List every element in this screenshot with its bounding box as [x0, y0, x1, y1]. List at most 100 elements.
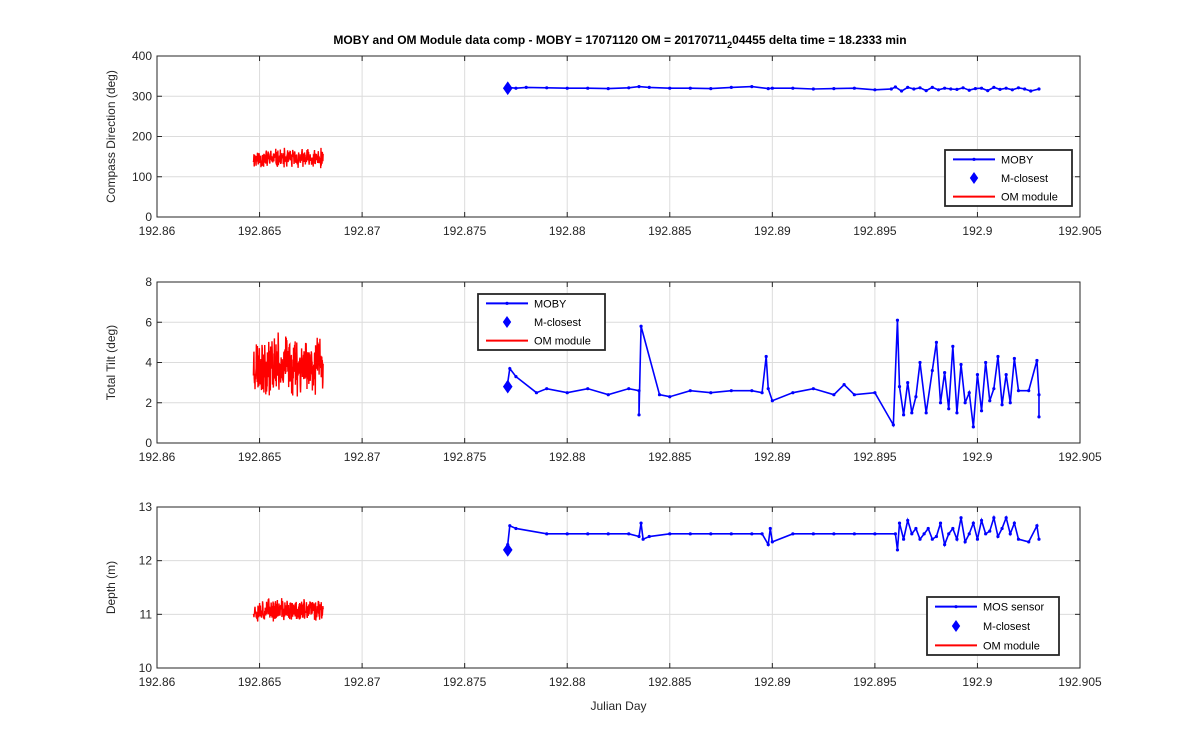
series-moby-point [764, 354, 768, 359]
series-moby-point [586, 532, 590, 536]
series-moby-point [1000, 403, 1004, 407]
x-tick-label: 192.89 [754, 224, 791, 238]
series-moby-point [811, 387, 815, 391]
x-tick-label: 192.875 [443, 224, 487, 238]
series-moby-point [943, 86, 947, 90]
series-moby-point [992, 516, 996, 520]
legend-entry-label: M-closest [1001, 173, 1048, 185]
y-tick-label: 13 [139, 500, 153, 514]
series-moby-point [688, 389, 692, 393]
legend: MOBY M-closest OM module [944, 149, 1073, 207]
series-moby-point [791, 86, 795, 90]
series-moby-point [873, 391, 877, 395]
y-tick-label: 400 [132, 49, 152, 63]
series-moby-point [668, 532, 672, 536]
series-moby-point [565, 391, 569, 395]
series-moby-point [951, 344, 955, 348]
legend-entry-label: OM module [534, 336, 591, 348]
series-moby-point [637, 389, 641, 393]
legend-entry-label: OM module [983, 640, 1040, 652]
series-moby-point [770, 540, 774, 544]
series-moby-point [975, 537, 980, 541]
series-moby-point [949, 87, 953, 91]
series-moby-point [979, 86, 984, 90]
series-moby-point [1023, 87, 1027, 91]
series-moby-point [514, 374, 518, 379]
series-moby-point [895, 318, 900, 322]
series-moby-point [955, 411, 959, 415]
series-moby-point [688, 86, 692, 90]
series-moby-point [1035, 358, 1039, 363]
series-moby-point [1037, 537, 1041, 541]
series-moby-point [641, 537, 645, 541]
series-moby-point [832, 532, 836, 536]
series-moby-point [1004, 516, 1008, 520]
y-axis-label: Compass Direction (deg) [104, 70, 118, 203]
series-moby-point [971, 425, 975, 429]
series-moby-point [586, 387, 590, 391]
series-moby-point [986, 89, 990, 93]
series-moby-point [668, 395, 672, 399]
figure-title-subscript: 2 [727, 40, 732, 50]
series-moby-point [637, 534, 641, 539]
x-tick-label: 192.88 [549, 224, 586, 238]
series-moby-point [902, 537, 906, 541]
legend-entry-label: M-closest [534, 317, 581, 329]
y-tick-label: 200 [132, 130, 152, 144]
series-moby-point [524, 85, 528, 89]
x-tick-label: 192.89 [754, 450, 791, 464]
series-moby-point [959, 516, 963, 520]
series-moby-point [926, 526, 930, 531]
series-moby-point [852, 532, 856, 536]
series-moby-point [770, 399, 774, 403]
series-moby-point [943, 370, 947, 375]
series-moby-point [760, 532, 764, 536]
series-moby-point [639, 521, 643, 525]
series-moby-point [936, 88, 941, 92]
m-closest-marker [502, 379, 513, 394]
series-moby-point [906, 381, 910, 385]
series-moby-point [586, 86, 590, 90]
series-moby-point [1037, 87, 1041, 91]
series-moby-point [750, 532, 754, 536]
series-moby-point [967, 88, 971, 92]
series-moby-point [639, 324, 643, 328]
series-moby-point [906, 518, 910, 523]
y-tick-label: 10 [139, 661, 153, 675]
series-moby-point [967, 391, 971, 395]
series-moby-point [979, 518, 984, 523]
series-moby-point [514, 526, 518, 531]
legend-entry-label: MOS sensor [983, 602, 1044, 614]
subplot-compass-direction: 192.86 192.865 192.87 192.875 192.88 192.885 1… [104, 49, 1102, 238]
series-moby-point [914, 395, 918, 399]
series-moby-point [924, 411, 928, 415]
legend-swatch-dot [954, 605, 958, 609]
x-tick-label: 192.89 [754, 675, 791, 689]
series-moby-point [637, 84, 641, 89]
series-moby-point [766, 387, 770, 391]
x-tick-label: 192.885 [648, 675, 692, 689]
y-tick-label: 300 [132, 89, 152, 103]
legend-entry-label: M-closest [983, 621, 1030, 633]
series-moby-point [918, 86, 922, 90]
subplot-total-tilt: 192.86 192.865 192.87 192.875 192.88 192.885 1… [104, 275, 1102, 464]
m-closest-marker [502, 81, 513, 96]
x-tick-label: 192.865 [238, 450, 282, 464]
series-moby-point [914, 526, 918, 531]
series-moby-point [934, 534, 939, 539]
series-moby-point [988, 399, 992, 403]
series-moby-point [1016, 537, 1021, 541]
series-om-module-line [252, 147, 324, 169]
y-tick-label: 0 [145, 210, 152, 224]
series-moby-point [873, 88, 877, 92]
series-moby-point [988, 529, 992, 533]
series-moby-point [508, 366, 512, 371]
x-tick-label: 192.895 [853, 224, 897, 238]
series-moby-point [930, 537, 934, 541]
x-tick-label: 192.86 [139, 450, 176, 464]
y-tick-label: 4 [145, 356, 152, 370]
series-moby-point [1037, 415, 1041, 419]
series-moby-point [1004, 86, 1008, 90]
series-moby-point [893, 85, 898, 89]
y-tick-label: 8 [145, 275, 152, 289]
